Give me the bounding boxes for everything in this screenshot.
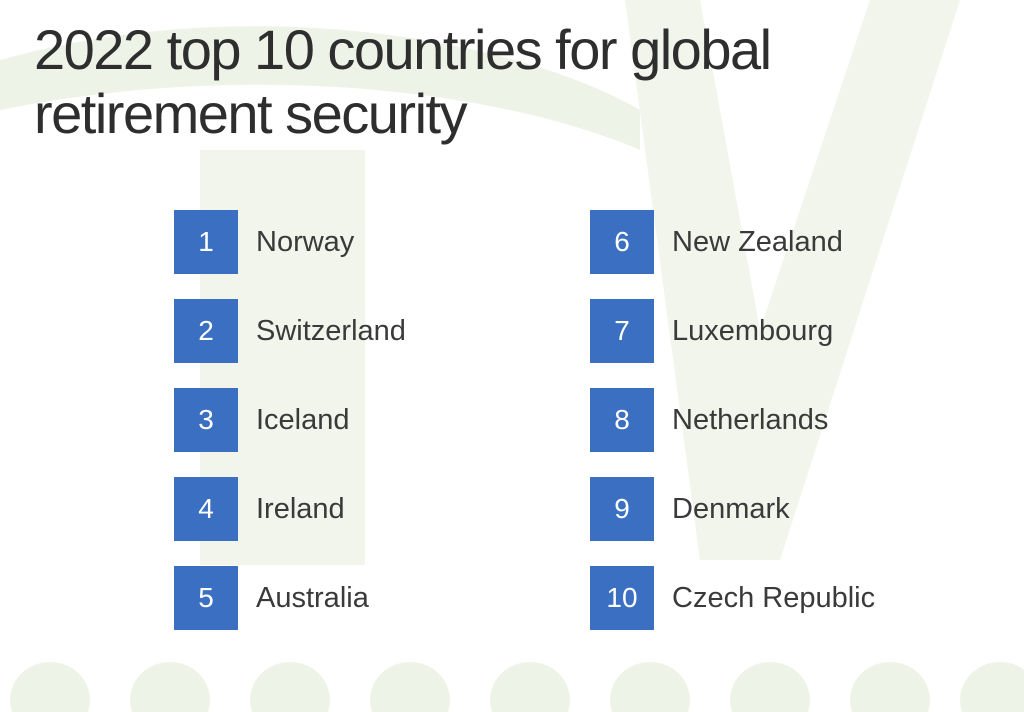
- country-name: Netherlands: [672, 403, 829, 436]
- country-name: Czech Republic: [672, 581, 876, 614]
- ranking-item: 3 Iceland: [174, 388, 406, 452]
- rank-number-badge: 1: [174, 210, 238, 274]
- country-name: Luxembourg: [672, 314, 834, 347]
- ranking-item: 1 Norway: [174, 210, 406, 274]
- rank-number-badge: 7: [590, 299, 654, 363]
- rankings-column-right: 6 New Zealand 7 Luxembourg 8 Netherlands…: [590, 210, 875, 655]
- rank-number-badge: 5: [174, 566, 238, 630]
- ranking-item: 10 Czech Republic: [590, 566, 875, 630]
- country-name: Iceland: [256, 403, 350, 436]
- country-name: New Zealand: [672, 225, 843, 258]
- ranking-item: 8 Netherlands: [590, 388, 875, 452]
- country-name: Denmark: [672, 492, 790, 525]
- ranking-item: 7 Luxembourg: [590, 299, 875, 363]
- rank-number-badge: 3: [174, 388, 238, 452]
- rank-number-badge: 8: [590, 388, 654, 452]
- rank-number-badge: 2: [174, 299, 238, 363]
- country-name: Australia: [256, 581, 369, 614]
- ranking-item: 2 Switzerland: [174, 299, 406, 363]
- page-title: 2022 top 10 countries for global retirem…: [34, 18, 772, 145]
- rank-number-badge: 4: [174, 477, 238, 541]
- country-name: Norway: [256, 225, 355, 258]
- country-name: Ireland: [256, 492, 345, 525]
- rank-number-badge: 10: [590, 566, 654, 630]
- ranking-item: 9 Denmark: [590, 477, 875, 541]
- ranking-item: 5 Australia: [174, 566, 406, 630]
- ranking-item: 6 New Zealand: [590, 210, 875, 274]
- rank-number-badge: 6: [590, 210, 654, 274]
- rankings-column-left: 1 Norway 2 Switzerland 3 Iceland 4 Irela…: [174, 210, 406, 655]
- rank-number-badge: 9: [590, 477, 654, 541]
- ranking-item: 4 Ireland: [174, 477, 406, 541]
- country-name: Switzerland: [256, 314, 406, 347]
